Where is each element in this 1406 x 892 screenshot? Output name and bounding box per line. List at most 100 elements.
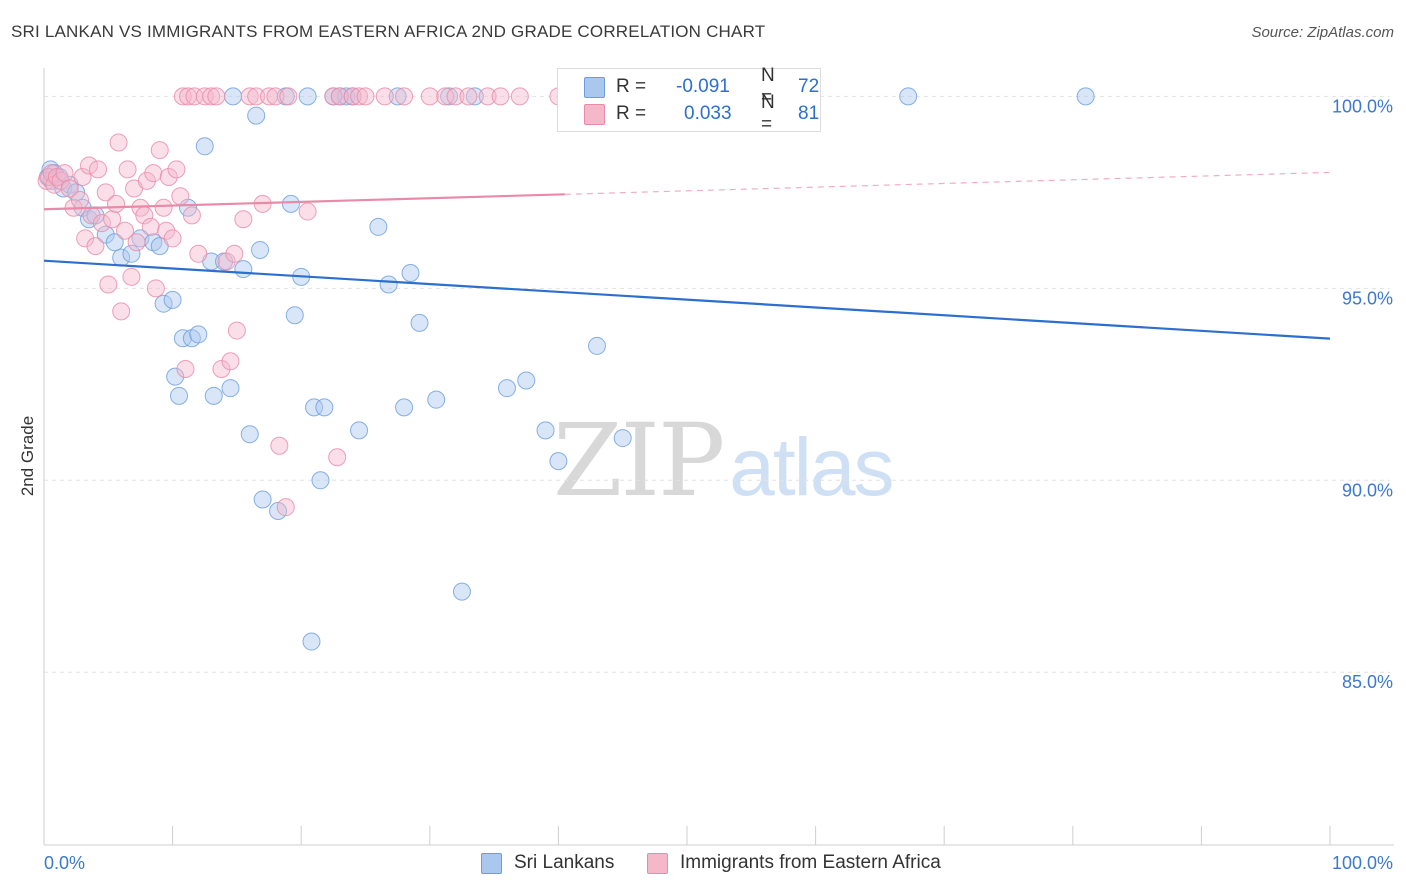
point-sri-lankans (388, 87, 407, 106)
x-tick-label-start: 0.0% (44, 853, 85, 873)
point-eastern-africa (96, 183, 115, 202)
legend-swatch-blue (584, 77, 605, 98)
point-sri-lankans (410, 313, 429, 332)
point-eastern-africa (298, 202, 317, 221)
point-eastern-africa (217, 252, 236, 271)
trend-eastern-africa-solid (43, 193, 565, 211)
point-eastern-africa (157, 221, 176, 240)
y-tick-label: 85.0% (1342, 672, 1393, 692)
point-sri-lankans (311, 471, 330, 490)
trend-sri-lankans (43, 259, 1331, 340)
point-sri-lankans (224, 87, 243, 106)
legend-swatch-pink (647, 852, 668, 874)
point-eastern-africa (159, 168, 178, 187)
point-eastern-africa (141, 217, 160, 236)
point-eastern-africa (182, 206, 201, 225)
point-sri-lankans (315, 398, 334, 417)
legend-r-label: R = (616, 103, 647, 124)
point-sri-lankans (251, 240, 270, 259)
point-eastern-africa (328, 448, 347, 467)
axes (43, 68, 1394, 846)
point-eastern-africa (202, 87, 221, 106)
watermark-zip: ZIP (553, 402, 725, 519)
point-sri-lankans (452, 582, 471, 601)
trend-eastern-africa-dashed (564, 171, 1331, 195)
legend-n-value: 81 (798, 103, 820, 124)
point-sri-lankans (247, 106, 266, 125)
point-eastern-africa (276, 498, 295, 517)
point-sri-lankans (163, 290, 182, 309)
point-eastern-africa (350, 87, 369, 106)
point-sri-lankans (298, 87, 317, 106)
point-sri-lankans (1076, 87, 1095, 106)
point-sri-lankans (587, 336, 606, 355)
source-credit: Source: ZipAtlas.com (1251, 24, 1394, 41)
point-eastern-africa (260, 87, 279, 106)
y-tick-label: 95.0% (1342, 288, 1393, 308)
point-eastern-africa (144, 164, 163, 183)
point-sri-lankans (154, 294, 173, 313)
point-eastern-africa (478, 87, 497, 106)
point-eastern-africa (71, 191, 90, 210)
point-sri-lankans (173, 329, 192, 348)
point-eastern-africa (225, 244, 244, 263)
point-eastern-africa (146, 279, 165, 298)
point-eastern-africa (270, 436, 289, 455)
legend-n-label: N = (761, 65, 775, 108)
point-eastern-africa (234, 210, 253, 229)
legend-item-sri-lankans[interactable]: Sri Lankans (481, 852, 614, 874)
point-eastern-africa (150, 141, 169, 160)
point-eastern-africa (491, 87, 510, 106)
point-sri-lankans (536, 421, 555, 440)
legend-r-value: -0.091 (676, 76, 730, 97)
point-sri-lankans (195, 137, 214, 156)
point-sri-lankans (204, 386, 223, 405)
legend-n-label: N = (761, 92, 775, 135)
point-eastern-africa (221, 352, 240, 371)
legend-r-value: 0.033 (684, 103, 732, 124)
point-sri-lankans (122, 244, 141, 263)
data-points (37, 87, 1095, 651)
point-sri-lankans (302, 632, 321, 651)
point-sri-lankans (105, 233, 124, 252)
point-eastern-africa (356, 87, 375, 106)
legend-item-eastern-africa[interactable]: Immigrants from Eastern Africa (647, 852, 941, 874)
point-eastern-africa (86, 237, 105, 256)
point-sri-lankans (96, 225, 115, 244)
tick-labels: 85.0% 90.0% 95.0% 100.0% 0.0% 100.0% (44, 96, 1393, 873)
y-tick-label: 100.0% (1332, 96, 1393, 116)
point-eastern-africa (459, 87, 478, 106)
point-eastern-africa (80, 156, 99, 175)
point-sri-lankans (613, 429, 632, 448)
point-sri-lankans (350, 421, 369, 440)
point-sri-lankans (401, 263, 420, 282)
point-eastern-africa (73, 168, 92, 187)
legend-label-sri-lankans: Sri Lankans (514, 852, 615, 873)
point-eastern-africa (76, 229, 95, 248)
point-eastern-africa (247, 87, 266, 106)
point-eastern-africa (92, 214, 111, 233)
trend-lines (43, 171, 1331, 340)
point-eastern-africa (60, 179, 79, 198)
point-eastern-africa (212, 359, 231, 378)
point-eastern-africa (167, 160, 186, 179)
series-legend: Sri Lankans Immigrants from Eastern Afri… (0, 852, 1406, 878)
point-sri-lankans (234, 260, 253, 279)
point-eastern-africa (122, 267, 141, 286)
point-sri-lankans (253, 490, 272, 509)
point-eastern-africa (330, 87, 349, 106)
point-eastern-africa (154, 198, 173, 217)
y-tick-label: 90.0% (1342, 480, 1393, 500)
point-sri-lankans (497, 379, 516, 398)
point-sri-lankans (305, 398, 324, 417)
point-sri-lankans (281, 194, 300, 213)
point-sri-lankans (189, 325, 208, 344)
chart-title: SRI LANKAN VS IMMIGRANTS FROM EASTERN AF… (11, 22, 766, 41)
legend-label-eastern-africa: Immigrants from Eastern Africa (680, 852, 941, 873)
point-sri-lankans (285, 306, 304, 325)
point-eastern-africa (109, 133, 128, 152)
point-eastern-africa (176, 359, 195, 378)
point-eastern-africa (207, 87, 226, 106)
point-eastern-africa (137, 171, 156, 190)
